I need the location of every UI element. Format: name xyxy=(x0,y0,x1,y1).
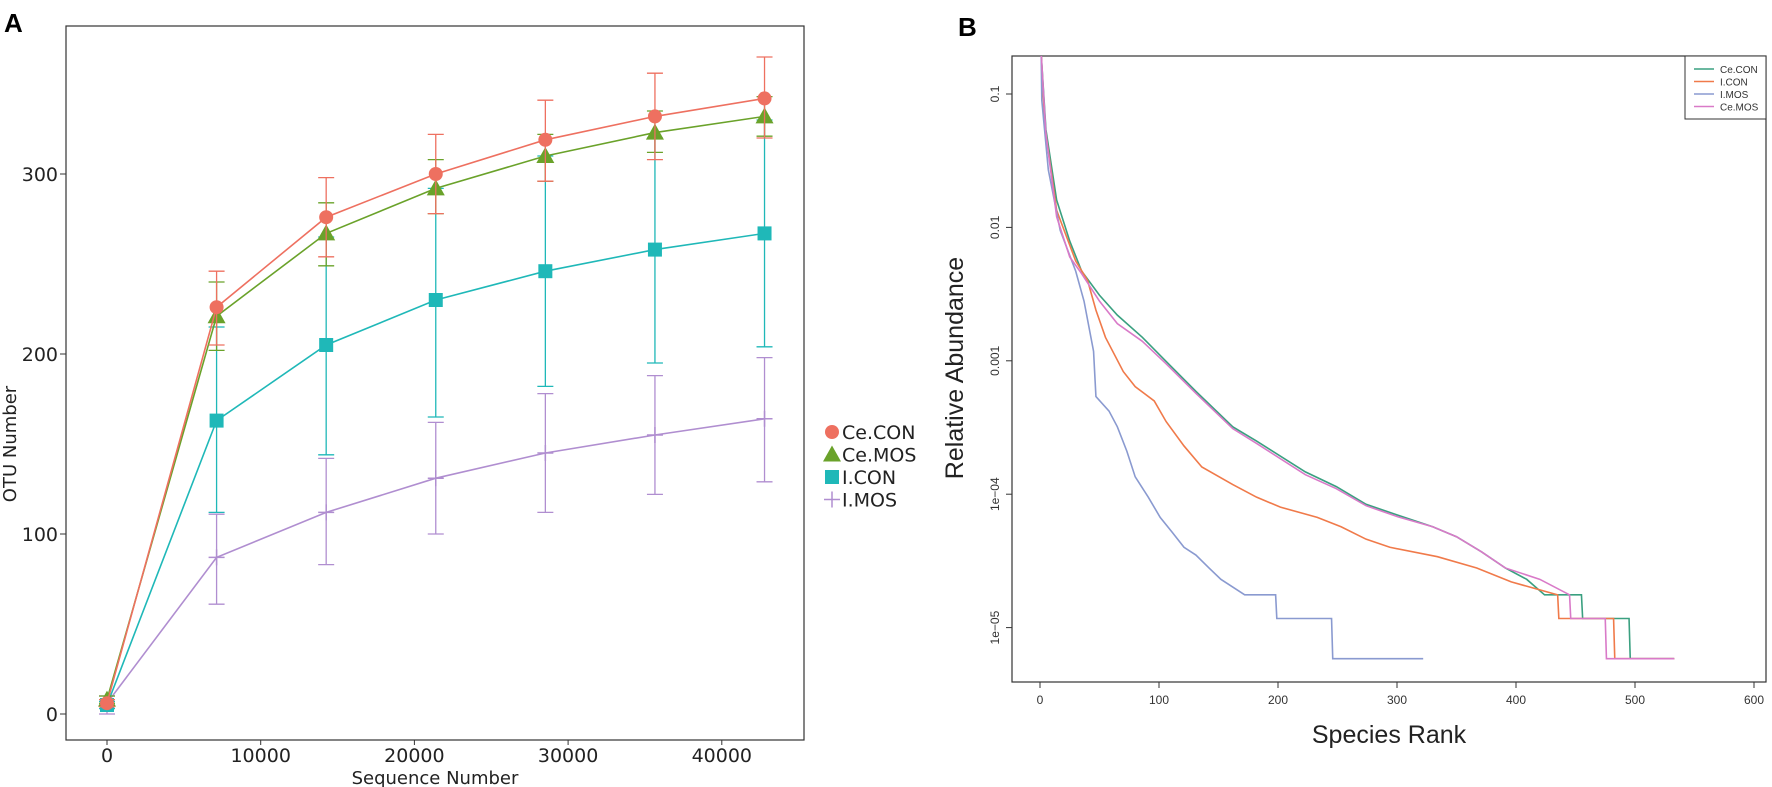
y-tick-label-b: 1e−05 xyxy=(988,610,1002,644)
data-point-square xyxy=(757,226,772,241)
x-tick-label-b: 300 xyxy=(1387,693,1407,707)
series-i-mos xyxy=(99,356,773,715)
curve-i-mos xyxy=(1040,56,1424,660)
panel-label-b: B xyxy=(958,12,977,42)
x-tick-label-b: 600 xyxy=(1744,693,1764,707)
legend-square-icon xyxy=(825,470,839,484)
data-point-circle xyxy=(757,91,772,106)
plot-area-a xyxy=(65,25,805,741)
x-tick-label-a: 40000 xyxy=(692,745,752,767)
curve-ce-con xyxy=(1040,56,1675,660)
y-tick-label-b: 0.01 xyxy=(988,215,1002,239)
y-tick-label-a: 100 xyxy=(22,524,58,546)
legend-circle-icon xyxy=(825,425,839,439)
x-axis-label-b: Species Rank xyxy=(1312,721,1467,749)
x-tick-label-a: 10000 xyxy=(230,745,290,767)
y-axis-label-a: OTU Number xyxy=(0,385,21,502)
data-point-circle xyxy=(319,210,334,225)
x-axis-label-a: Sequence Number xyxy=(352,768,519,787)
data-point-plus xyxy=(756,410,773,427)
data-point-circle xyxy=(538,132,553,147)
curve-ce-mos xyxy=(1040,56,1675,660)
data-point-square xyxy=(319,338,334,352)
y-axis-label-b: Relative Abundance xyxy=(941,257,969,479)
legend-label: I.CON xyxy=(1720,78,1748,89)
x-tick-label-b: 0 xyxy=(1037,693,1044,707)
panel-label-a: A xyxy=(4,8,23,38)
legend-box xyxy=(1684,55,1767,120)
legend-label: I.CON xyxy=(842,467,896,489)
x-tick-label-b: 200 xyxy=(1268,693,1288,707)
y-tick-label-b: 0.001 xyxy=(988,345,1002,375)
data-point-plus xyxy=(646,427,663,443)
data-point-plus xyxy=(318,504,335,521)
data-point-circle xyxy=(647,109,662,124)
y-tick-label-b: 0.1 xyxy=(988,85,1002,102)
legend-triangle-icon xyxy=(823,445,841,462)
x-tick-label-a: 30000 xyxy=(538,745,598,767)
legend-label: Ce.MOS xyxy=(842,445,916,467)
series-ce-con xyxy=(99,56,773,711)
data-point-square xyxy=(209,413,224,428)
data-point-plus xyxy=(427,470,444,487)
legend-plus-icon xyxy=(824,491,840,508)
legend-label: I.MOS xyxy=(1720,90,1749,101)
data-point-plus xyxy=(537,445,554,461)
y-tick-label-b: 1e−04 xyxy=(988,477,1002,511)
curve-i-con xyxy=(1040,56,1675,660)
data-point-square xyxy=(647,242,662,257)
data-point-circle xyxy=(209,300,224,315)
data-point-circle xyxy=(428,167,443,181)
data-point-square xyxy=(428,293,443,307)
rank-abundance-chart: Species Rank Relative Abundance 0 100 200 3… xyxy=(941,55,1767,749)
plot-area-b xyxy=(1011,55,1767,683)
rarefaction-chart: Sequence Number OTU Number 0 10000 20000 30… xyxy=(0,25,916,787)
legend-label: Ce.CON xyxy=(842,422,915,444)
x-tick-label-b: 100 xyxy=(1149,693,1169,707)
data-point-plus xyxy=(208,549,225,566)
y-tick-label-a: 300 xyxy=(22,164,58,186)
y-tick-label-a: 200 xyxy=(22,344,58,366)
x-tick-label-a: 0 xyxy=(101,745,113,767)
x-tick-label-a: 20000 xyxy=(384,745,444,767)
x-tick-label-b: 500 xyxy=(1625,693,1645,707)
legend-label: I.MOS xyxy=(842,490,897,512)
legend-label: Ce.CON xyxy=(1720,65,1758,76)
legend-label: Ce.MOS xyxy=(1720,103,1759,114)
x-tick-label-b: 400 xyxy=(1506,693,1526,707)
y-tick-label-a: 0 xyxy=(46,704,58,726)
data-point-circle xyxy=(100,696,114,711)
data-point-square xyxy=(538,264,553,279)
